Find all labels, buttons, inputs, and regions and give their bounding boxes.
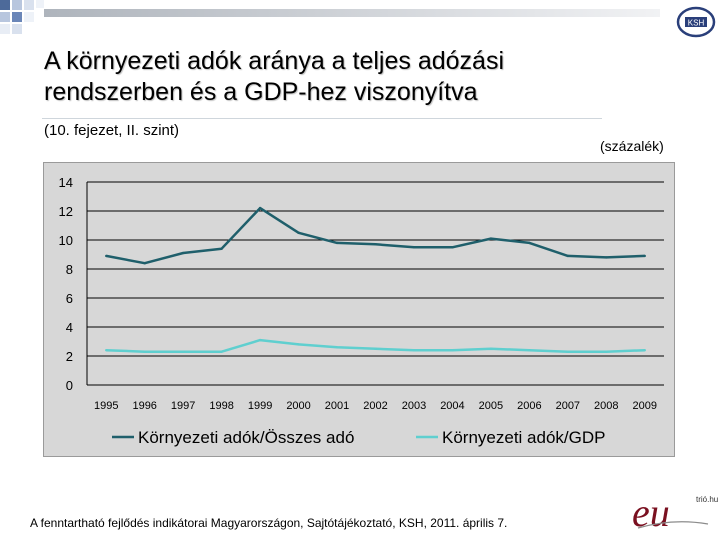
data-point: [220, 350, 223, 353]
eu-trio-logo: eu trió.hu: [632, 490, 718, 534]
x-tick-label: 2002: [363, 400, 387, 412]
x-tick-label: 2000: [286, 400, 310, 412]
footer-source: A fenntartható fejlődés indikátorai Magy…: [30, 516, 508, 530]
data-point: [412, 246, 416, 249]
series-line-2: [106, 338, 645, 353]
data-point: [643, 254, 646, 258]
legend-label: Környezeti adók/Összes adó: [138, 428, 354, 447]
data-point: [374, 347, 377, 350]
data-point: [643, 349, 646, 352]
data-point: [566, 350, 570, 353]
y-axis-ticks: 0 2 4 6 8 10 12 14: [59, 175, 73, 393]
chart-container: 0 2 4 6 8 10 12 14 1995 1996 1997 1998 1999 2000 2001…: [43, 162, 675, 457]
y-tick-label: 8: [66, 262, 73, 277]
y-tick-label: 4: [66, 320, 73, 335]
data-point: [528, 349, 531, 352]
data-point: [258, 206, 262, 210]
eu-logo-text: eu: [632, 490, 670, 534]
title-line-2: rendszerben és a GDP-hez viszonyítva: [44, 78, 478, 106]
x-tick-label: 1996: [132, 400, 156, 412]
data-point: [220, 247, 223, 250]
y-tick-label: 0: [66, 378, 73, 393]
x-tick-label: 2007: [556, 400, 580, 412]
data-point: [489, 237, 493, 240]
subtitle: (10. fejezet, II. szint): [44, 122, 180, 139]
x-tick-label: 1997: [171, 400, 195, 412]
data-point: [258, 338, 262, 342]
data-point: [374, 243, 377, 246]
data-point: [297, 231, 300, 234]
x-tick-label: 2003: [402, 400, 426, 412]
data-point: [297, 343, 300, 346]
x-axis-ticks: 1995 1996 1997 1998 1999 2000 2001 2002 2003 2004…: [94, 400, 657, 412]
x-tick-label: 2001: [325, 400, 349, 412]
x-tick-label: 1998: [209, 400, 233, 412]
series-line-1: [105, 206, 645, 265]
y-tick-label: 10: [59, 233, 73, 248]
data-point: [143, 350, 146, 353]
ksh-logo: KSH: [676, 6, 716, 38]
y-tick-label: 6: [66, 291, 73, 306]
x-tick-label: 2008: [594, 400, 618, 412]
legend-label: Környezeti adók/GDP: [442, 428, 605, 447]
x-tick-label: 2004: [440, 400, 464, 412]
eu-logo-subtext: trió.hu: [696, 495, 718, 504]
line-chart: 0 2 4 6 8 10 12 14 1995 1996 1997 1998 1999 2000 2001…: [59, 175, 664, 447]
y-tick-label: 2: [66, 349, 73, 364]
page-title: A környezeti adók aránya a teljes adózás…: [44, 46, 504, 108]
data-point: [451, 246, 454, 249]
x-tick-label: 2009: [633, 400, 657, 412]
title-divider: [42, 118, 602, 119]
series-lines: [105, 206, 646, 353]
legend: Környezeti adók/Összes adó Környezeti adó…: [112, 428, 605, 447]
data-point: [335, 346, 339, 349]
x-tick-label: 2005: [479, 400, 503, 412]
data-point: [605, 256, 608, 259]
data-point: [181, 251, 185, 255]
y-tick-label: 14: [59, 175, 73, 190]
data-point: [143, 262, 146, 265]
unit-label: (százalék): [600, 138, 664, 154]
data-point: [335, 241, 339, 245]
data-point: [451, 349, 454, 352]
gridlines: [86, 181, 664, 386]
data-point: [489, 347, 493, 350]
x-tick-label: 2006: [517, 400, 541, 412]
y-tick-label: 12: [59, 204, 73, 219]
data-point: [605, 350, 608, 353]
corner-decoration: [0, 0, 660, 34]
data-point: [566, 254, 570, 258]
data-point: [528, 241, 531, 245]
x-tick-label: 1995: [94, 400, 118, 412]
data-point: [105, 254, 108, 258]
x-tick-label: 1999: [248, 400, 272, 412]
data-point: [105, 349, 108, 352]
data-point: [412, 349, 416, 352]
title-line-1: A környezeti adók aránya a teljes adózás…: [44, 47, 504, 75]
data-point: [181, 350, 185, 353]
ksh-logo-text: KSH: [688, 19, 705, 28]
